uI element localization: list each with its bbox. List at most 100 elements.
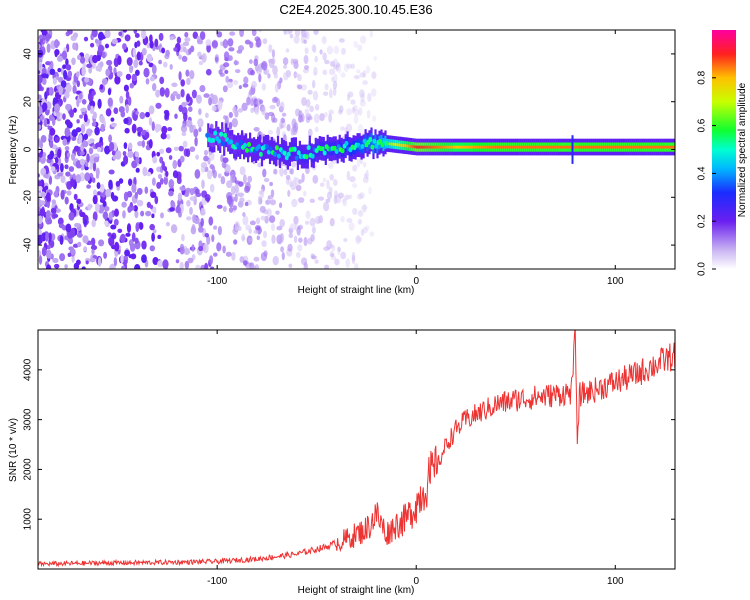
spectrogram-ridge-core — [581, 145, 584, 149]
spectrogram-ridge-blob — [257, 144, 261, 150]
spectrogram-cell — [141, 240, 147, 250]
spectrogram-ridge-core — [531, 145, 534, 149]
spectrogram-cell — [338, 38, 345, 43]
spectrogram-cell — [217, 102, 223, 111]
spectrogram-cell — [307, 116, 313, 121]
snr-y-ticks: 1000 2000 3000 4000 — [23, 358, 675, 530]
spectrogram-ridge-core — [585, 145, 588, 149]
spectrogram-cell — [81, 266, 86, 269]
spectrogram-cell — [149, 76, 155, 82]
spectrogram-cell — [125, 103, 129, 114]
spectrogram-ridge-blob — [360, 144, 365, 149]
spectrogram-ridge-core — [420, 145, 423, 149]
spectrogram-cell — [267, 111, 274, 117]
spectrogram-ridge-blob — [243, 142, 247, 148]
spectrogram-ridge-core — [651, 145, 654, 149]
spectrogram-cell — [97, 98, 102, 109]
spectrogram-x-tick-label: 100 — [607, 276, 624, 287]
spectrogram-cell — [242, 212, 246, 217]
spectrogram-cell — [178, 54, 182, 60]
spectrogram-cell — [201, 52, 207, 63]
spectrogram-cell — [330, 253, 335, 258]
spectrogram-cell — [192, 214, 197, 224]
spectrogram-cell — [52, 77, 57, 85]
spectrogram-cell — [353, 114, 359, 124]
spectrogram-cell — [150, 191, 157, 199]
spectrogram-ridge-core — [406, 144, 409, 148]
spectrogram-cell — [50, 166, 56, 172]
spectrogram-cell — [42, 77, 47, 85]
spectrogram-ridge-core — [450, 145, 453, 149]
spectrogram-ridge-core — [643, 145, 646, 149]
spectrogram-cell — [194, 136, 198, 147]
spectrogram-cell — [161, 125, 168, 135]
spectrogram-x-tick-label: -100 — [207, 276, 227, 287]
spectrogram-ridge-core — [390, 142, 393, 146]
spectrogram-cell — [310, 253, 315, 260]
spectrogram-cell — [363, 173, 368, 178]
spectrogram-ridge-core — [444, 145, 447, 149]
spectrogram-cell — [258, 73, 262, 83]
spectrogram-cell — [160, 132, 167, 140]
spectrogram-ridge-blob — [310, 153, 315, 159]
spectrogram-cell — [305, 210, 311, 220]
spectrogram-cell — [254, 36, 261, 42]
spectrogram-cell — [297, 224, 303, 230]
spectrogram-ridge-core — [617, 145, 620, 149]
spectrogram-ridge-core — [418, 145, 421, 149]
spectrogram-cell — [157, 260, 164, 268]
spectrogram-cell — [268, 215, 276, 223]
spectrogram-cell — [183, 112, 188, 122]
spectrogram-cell — [139, 111, 146, 120]
spectrogram-cell — [157, 173, 163, 180]
spectrogram-cell — [134, 210, 139, 219]
spectrogram-cell — [361, 205, 368, 211]
spectrogram-cell — [329, 251, 334, 258]
spectrogram-cell — [111, 195, 119, 202]
spectrogram-cell — [64, 119, 71, 126]
spectrogram-cell — [120, 254, 124, 264]
spectrogram-cell — [270, 223, 276, 231]
spectrogram-cell — [136, 187, 143, 195]
spectrogram-ridge-core — [398, 143, 401, 147]
spectrogram-cell — [76, 241, 82, 248]
spectrogram-ridge-core — [454, 145, 457, 149]
spectrogram-cell — [251, 80, 257, 89]
spectrogram-cell — [61, 50, 68, 60]
spectrogram-cell — [95, 172, 100, 179]
spectrogram-cell — [97, 31, 105, 41]
spectrogram-panel: -100 0 100 -40 -20 0 20 40 Height of straight … — [8, 29, 676, 296]
spectrogram-cell — [169, 63, 173, 70]
spectrogram-cell — [249, 59, 253, 65]
spectrogram-cell — [244, 201, 249, 207]
spectrogram-cell — [169, 36, 174, 41]
spectrogram-cell — [244, 185, 250, 194]
spectrogram-cell — [269, 104, 276, 110]
spectrogram-cell — [185, 187, 192, 193]
spectrogram-ridge-core — [440, 145, 443, 149]
spectrogram-cell — [135, 222, 140, 233]
spectrogram-cell — [92, 111, 97, 120]
spectrogram-cell — [311, 44, 317, 52]
spectrogram-cell — [80, 123, 86, 134]
spectrogram-cell — [184, 37, 191, 42]
spectrogram-cell — [98, 239, 105, 247]
spectrogram-cell — [49, 140, 54, 149]
spectrogram-cell — [154, 123, 160, 133]
spectrogram-ridge-core — [509, 145, 512, 149]
spectrogram-cell — [253, 229, 259, 234]
spectrogram-cell — [38, 62, 42, 71]
spectrogram-cell — [179, 155, 185, 163]
spectrogram-cell — [38, 139, 42, 149]
spectrogram-cell — [109, 263, 116, 269]
spectrogram-cell — [156, 151, 161, 157]
spectrogram-ridge-core — [627, 145, 630, 149]
spectrogram-cell — [68, 166, 75, 172]
spectrogram-ridge-core — [657, 145, 660, 149]
spectrogram-cell — [120, 110, 126, 118]
spectrogram-cell — [317, 196, 325, 201]
spectrogram-cell — [172, 170, 179, 179]
spectrogram-cell — [353, 74, 360, 80]
spectrogram-cell — [270, 189, 275, 197]
spectrogram-cell — [372, 115, 377, 122]
